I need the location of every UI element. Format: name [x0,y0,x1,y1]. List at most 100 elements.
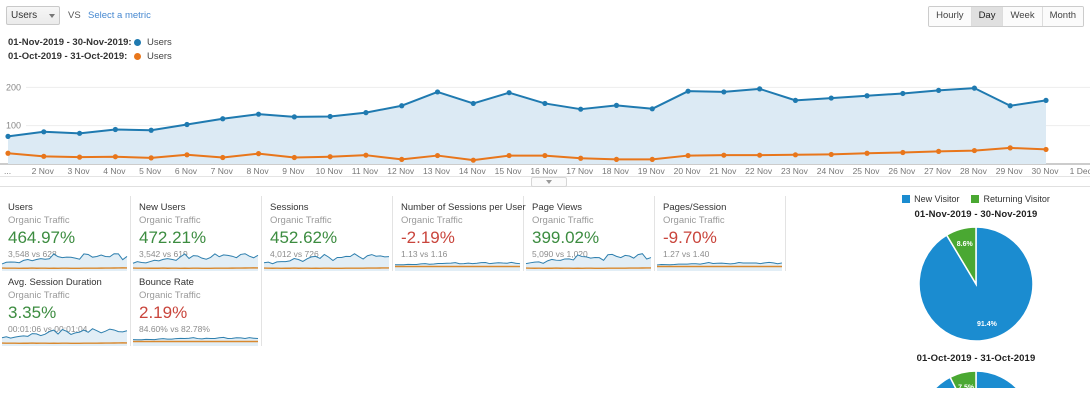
chart-legend: 01-Nov-2019 - 30-Nov-2019: Users 01-Oct-… [8,35,172,63]
select-metric-link[interactable]: Select a metric [88,10,151,21]
metric-card-comparison: 1.13 vs 1.16 [401,249,448,259]
metric-card-bounce-rate[interactable]: Bounce Rate Organic Traffic 2.19% 84.60%… [131,271,262,346]
metric-card-segment: Organic Traffic [270,215,332,226]
metric-card-percent: 3.35% [8,303,57,322]
metric-card-title: Number of Sessions per User [401,202,526,213]
chart-scroll-handle[interactable] [531,177,567,187]
metric-card-segment: Organic Traffic [139,290,201,301]
metric-card-title: Users [8,202,33,213]
metric-card-percent: 452.62% [270,228,338,247]
metric-card-users[interactable]: Users Organic Traffic 464.97% 3,548 vs 6… [0,196,131,271]
metric-cards: Users Organic Traffic 464.97% 3,548 vs 6… [0,196,860,346]
svg-text:19 Nov: 19 Nov [638,166,666,176]
metric-card-pages-per-session[interactable]: Pages/Session Organic Traffic -9.70% 1.2… [655,196,786,271]
svg-text:8 Nov: 8 Nov [246,166,269,176]
svg-text:16 Nov: 16 Nov [530,166,558,176]
legend-series-current: Users [147,36,172,48]
legend-row-previous: 01-Oct-2019 - 31-Oct-2019: Users [8,49,172,63]
toolbar: Users VS Select a metric Hourly Day Week… [0,0,1090,30]
chevron-down-icon [546,180,552,184]
metric-card-title: Avg. Session Duration [8,277,102,288]
metric-card-sessions-per-user[interactable]: Number of Sessions per User Organic Traf… [393,196,526,271]
granularity-month[interactable]: Month [1042,7,1083,26]
svg-text:12 Nov: 12 Nov [387,166,415,176]
metric-card-segment: Organic Traffic [401,215,463,226]
svg-text:7 Nov: 7 Nov [211,166,234,176]
metric-card-segment: Organic Traffic [532,215,594,226]
metric-card-segment: Organic Traffic [8,215,70,226]
svg-text:9 Nov: 9 Nov [282,166,305,176]
metric-card-new-users[interactable]: New Users Organic Traffic 472.21% 3,542 … [131,196,262,271]
svg-text:8.6%: 8.6% [957,241,974,248]
metric-card-comparison: 3,548 vs 628 [8,249,57,259]
granularity-day[interactable]: Day [971,7,1004,26]
pie-legend-label: New Visitor [914,194,960,204]
svg-text:3 Nov: 3 Nov [67,166,90,176]
metric-card-sparkline [1,328,128,346]
pie-chart-october[interactable]: 92.5%7.5% [862,366,1090,388]
metric-card-comparison: 84.60% vs 82.78% [139,324,210,334]
metric-card-page-views[interactable]: Page Views Organic Traffic 399.02% 5,090… [524,196,655,271]
svg-text:23 Nov: 23 Nov [781,166,809,176]
metric-card-sessions[interactable]: Sessions Organic Traffic 452.62% 4,012 v… [262,196,393,271]
legend-swatch-green-icon [971,195,980,203]
metric-card-percent: -9.70% [663,228,717,247]
svg-text:4 Nov: 4 Nov [103,166,126,176]
metric-card-percent: 464.97% [8,228,76,247]
pie-legend: New Visitor Returning Visitor [862,192,1090,206]
metric-card-percent: -2.19% [401,228,455,247]
pie-title-october: 01-Oct-2019 - 31-Oct-2019 [916,353,1036,364]
visitor-type-panel: New Visitor Returning Visitor 01-Nov-201… [862,192,1090,388]
svg-text:14 Nov: 14 Nov [459,166,487,176]
svg-text:28 Nov: 28 Nov [960,166,988,176]
pie-legend-label: Returning Visitor [983,194,1050,204]
svg-text:30 Nov: 30 Nov [1032,166,1060,176]
granularity-week[interactable]: Week [1003,7,1043,26]
chart-x-axis: ... 2 Nov 3 Nov 4 Nov 5 Nov 6 Nov 7 Nov 8 Nov 9 … [0,164,1090,178]
metric-card-sparkline [132,253,259,271]
svg-text:29 Nov: 29 Nov [996,166,1024,176]
metric-card-percent: 2.19% [139,303,188,322]
metric-card-segment: Organic Traffic [8,290,70,301]
metric-card-title: Sessions [270,202,309,213]
metric-card-title: Pages/Session [663,202,727,213]
svg-text:5 Nov: 5 Nov [139,166,162,176]
metric-select-label: Users [11,10,38,21]
svg-text:100: 100 [6,121,21,131]
metric-select-dropdown[interactable]: Users [6,6,60,25]
svg-text:7.5%: 7.5% [958,384,975,388]
pie-chart-november[interactable]: 91.4% 8.6% [862,222,1090,350]
svg-text:...: ... [4,166,11,176]
svg-text:22 Nov: 22 Nov [745,166,773,176]
metric-card-comparison: 1.27 vs 1.40 [663,249,710,259]
users-line-chart[interactable]: 100 200 [0,66,1090,171]
granularity-button-group: Hourly Day Week Month [928,6,1084,27]
svg-text:10 Nov: 10 Nov [316,166,344,176]
granularity-hourly[interactable]: Hourly [929,7,972,26]
legend-swatch-blue-icon [902,195,911,203]
metric-card-segment: Organic Traffic [139,215,201,226]
svg-text:26 Nov: 26 Nov [888,166,916,176]
chart-scroll-strip[interactable] [0,176,1090,187]
metric-card-row-1: Users Organic Traffic 464.97% 3,548 vs 6… [0,196,860,271]
metric-card-title: Bounce Rate [139,277,194,288]
svg-text:13 Nov: 13 Nov [423,166,451,176]
metric-card-percent: 399.02% [532,228,600,247]
metric-card-sparkline [132,336,259,346]
svg-text:17 Nov: 17 Nov [566,166,594,176]
svg-text:25 Nov: 25 Nov [853,166,881,176]
svg-text:21 Nov: 21 Nov [709,166,737,176]
vs-label: VS [68,10,81,21]
metric-card-comparison: 5,090 vs 1,020 [532,249,588,259]
metric-card-comparison: 3,542 vs 619 [139,249,188,259]
svg-text:6 Nov: 6 Nov [175,166,198,176]
pie-legend-new-visitor: New Visitor [902,194,959,204]
svg-text:91.4%: 91.4% [977,321,998,328]
svg-text:27 Nov: 27 Nov [924,166,952,176]
svg-text:18 Nov: 18 Nov [602,166,630,176]
svg-text:1 Dec: 1 Dec [1070,166,1090,176]
legend-date-current: 01-Nov-2019 - 30-Nov-2019: [8,36,132,48]
metric-card-sparkline [263,253,390,271]
metric-card-avg-session-duration[interactable]: Avg. Session Duration Organic Traffic 3.… [0,271,131,346]
